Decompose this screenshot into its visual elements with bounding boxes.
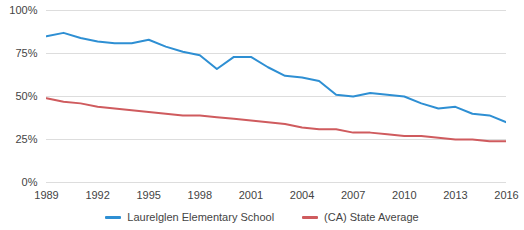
html-text:(CA) State Average: (CA) State Average <box>324 211 419 223</box>
svg-text:1995: 1995 <box>136 189 160 201</box>
svg-text:2016: 2016 <box>494 189 518 201</box>
html-text:Laurelglen Elementary School: Laurelglen Elementary School <box>127 211 275 223</box>
svg-text:0%: 0% <box>22 176 38 188</box>
svg-text:75%: 75% <box>15 47 37 59</box>
svg-text:2004: 2004 <box>290 189 314 201</box>
svg-text:2010: 2010 <box>392 189 416 201</box>
svg-text:50%: 50% <box>15 90 37 102</box>
svg-text:1989: 1989 <box>34 189 58 201</box>
svg-text:100%: 100% <box>9 4 37 16</box>
svg-text:25%: 25% <box>15 133 37 145</box>
svg-text:2001: 2001 <box>239 189 263 201</box>
svg-text:2013: 2013 <box>443 189 467 201</box>
svg-text:1998: 1998 <box>188 189 212 201</box>
svg-text:1992: 1992 <box>85 189 109 201</box>
svg-text:2007: 2007 <box>341 189 365 201</box>
